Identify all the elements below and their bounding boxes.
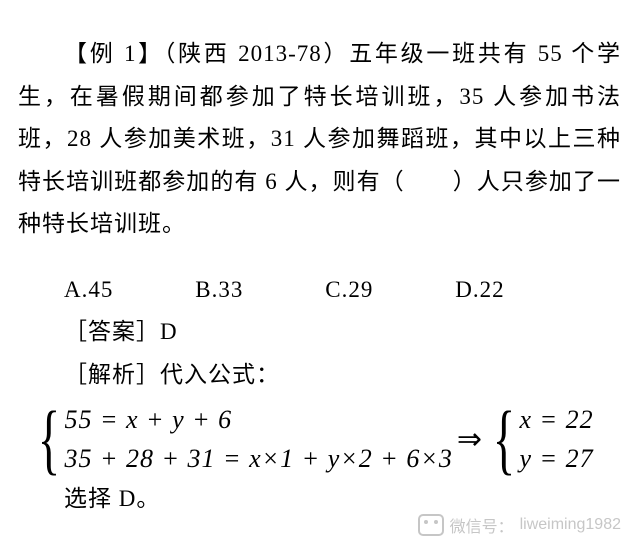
option-d: D.22: [455, 277, 504, 302]
problem-paragraph: 【例 1】（陕西 2013-78）五年级一班共有 55 个学生，在暑假期间都参加…: [18, 33, 621, 246]
analysis-label: ［解析］: [64, 362, 160, 387]
answer-line: ［答案］D: [18, 311, 621, 354]
analysis-line: ［解析］代入公式：: [18, 354, 621, 397]
document-page: 【例 1】（陕西 2013-78）五年级一班共有 55 个学生，在暑假期间都参加…: [0, 0, 639, 521]
implies-arrow-icon: ⇒: [453, 417, 485, 462]
answer-label: ［答案］: [64, 319, 160, 344]
equation-left-1: 55 = x + y + 6: [64, 400, 452, 439]
answer-value: D: [160, 319, 178, 344]
equation-right-1: x = 22: [520, 400, 594, 439]
option-c: C.29: [325, 277, 373, 302]
right-brace-icon: {: [493, 400, 516, 478]
equation-right-2: y = 27: [520, 439, 594, 478]
option-a: A.45: [64, 277, 113, 302]
problem-body: 五年级一班共有 55 个学生，在暑假期间都参加了特长培训班，35 人参加书法班，…: [18, 41, 621, 236]
left-system: { 55 = x + y + 6 35 + 28 + 31 = x×1 + y×…: [30, 400, 453, 478]
options-row: A.45 B.33 C.29 D.22: [18, 269, 621, 312]
option-b: B.33: [195, 277, 243, 302]
formula-block: { 55 = x + y + 6 35 + 28 + 31 = x×1 + y×…: [18, 396, 621, 478]
example-tag: 【例 1】（陕西 2013-78）: [64, 41, 349, 66]
right-system: { x = 22 y = 27: [485, 400, 594, 478]
analysis-text: 代入公式：: [160, 362, 280, 387]
equation-left-2: 35 + 28 + 31 = x×1 + y×2 + 6×3: [64, 439, 452, 478]
conclusion-line: 选择 D。: [18, 478, 621, 521]
left-brace-icon: {: [38, 400, 61, 478]
